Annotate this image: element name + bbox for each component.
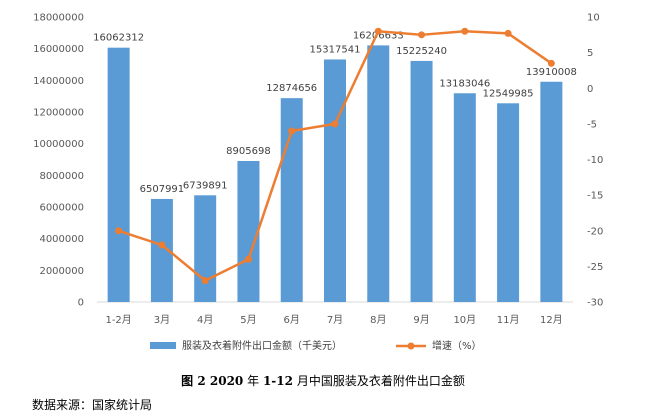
left-tick-label: 4000000 xyxy=(39,234,84,245)
caption-title-rest: 月中国服装及衣着附件出口金额 xyxy=(296,374,465,388)
bar xyxy=(194,195,217,302)
x-tick-label: 10月 xyxy=(453,314,476,326)
growth-point xyxy=(115,227,123,235)
legend-line-label: 增速（%） xyxy=(432,339,482,352)
bar xyxy=(107,47,130,303)
growth-point xyxy=(374,27,382,35)
x-tick-label: 8月 xyxy=(370,314,386,326)
caption-range: 1-12 xyxy=(262,374,293,388)
combo-chart: 0 2000000 4000000 6000000 8000000 10000000 120… xyxy=(33,13,603,353)
growth-point xyxy=(201,277,209,285)
legend-line-marker xyxy=(407,342,415,350)
left-tick-label: 6000000 xyxy=(39,203,84,214)
x-tick-label: 12月 xyxy=(540,314,563,326)
left-tick-label: 10000000 xyxy=(33,139,84,150)
right-tick-label: -30 xyxy=(587,298,603,309)
x-tick-label: 6月 xyxy=(284,314,300,326)
growth-point xyxy=(288,127,296,135)
legend-bar-swatch xyxy=(150,342,176,349)
bar-series xyxy=(107,45,563,303)
x-axis: 1-2月 3月 4月 5月 6月 7月 8月 9月 10月 11月 12月 xyxy=(105,314,562,326)
bar xyxy=(237,160,260,302)
growth-point xyxy=(158,241,166,249)
data-source-note: 数据来源：国家统计局 xyxy=(32,398,153,412)
growth-point xyxy=(418,31,426,39)
right-tick-label: -15 xyxy=(587,191,603,202)
bar-data-label: 6739891 xyxy=(183,180,228,191)
growth-point xyxy=(461,27,469,35)
right-axis: -30 -25 -20 -15 -10 -5 0 5 10 xyxy=(587,13,603,309)
right-tick-label: -5 xyxy=(587,119,597,130)
left-tick-label: 8000000 xyxy=(39,171,84,182)
x-tick-label: 11月 xyxy=(497,314,520,326)
right-tick-label: 5 xyxy=(587,48,593,59)
bar xyxy=(324,59,346,303)
figure-caption: 图 2 2020 年 1-12 月中国服装及衣着附件出口金额 xyxy=(0,372,646,389)
right-tick-label: -25 xyxy=(587,262,603,273)
growth-point xyxy=(504,29,512,37)
x-tick-label: 7月 xyxy=(327,314,343,326)
left-tick-label: 16000000 xyxy=(33,44,84,55)
legend: 服装及衣着附件出口金额（千美元） 增速（%） xyxy=(150,339,482,352)
growth-point xyxy=(331,120,339,128)
bar xyxy=(453,93,476,303)
left-tick-label: 14000000 xyxy=(33,76,84,87)
left-tick-label: 2000000 xyxy=(39,266,84,277)
right-tick-label: -10 xyxy=(587,155,603,166)
legend-bar-label: 服装及衣着附件出口金额（千美元） xyxy=(182,339,342,352)
caption-figure-no: 图 2 2020 xyxy=(181,374,244,388)
left-axis: 0 2000000 4000000 6000000 8000000 10000000 120… xyxy=(33,13,84,309)
bar-data-label: 15317541 xyxy=(310,44,361,55)
x-tick-label: 9月 xyxy=(413,314,429,326)
right-tick-label: -20 xyxy=(587,226,603,237)
x-tick-label: 4月 xyxy=(197,314,213,326)
bar-data-label: 15225240 xyxy=(396,46,447,57)
left-tick-label: 0 xyxy=(78,298,84,309)
right-tick-label: 0 xyxy=(587,84,593,95)
bar-data-label: 12874656 xyxy=(266,83,317,94)
x-tick-label: 5月 xyxy=(240,314,256,326)
bar xyxy=(367,45,390,302)
growth-point xyxy=(547,59,555,67)
growth-point xyxy=(244,255,252,263)
right-tick-label: 10 xyxy=(587,13,600,24)
bar xyxy=(497,103,520,302)
bar-data-label: 13183046 xyxy=(439,78,490,89)
bar-data-label: 13910008 xyxy=(526,67,577,78)
x-tick-label: 3月 xyxy=(154,314,170,326)
bar-data-label: 8905698 xyxy=(226,146,271,157)
bar xyxy=(540,81,563,302)
bar xyxy=(150,198,173,302)
left-tick-label: 18000000 xyxy=(33,13,84,24)
bar-data-label: 6507991 xyxy=(140,184,185,195)
bar xyxy=(410,60,433,302)
line-series xyxy=(115,27,555,285)
caption-year-suffix: 年 xyxy=(247,374,260,388)
left-tick-label: 12000000 xyxy=(33,108,84,119)
bar-data-label: 16062312 xyxy=(93,33,144,44)
x-tick-label: 1-2月 xyxy=(105,314,131,326)
bar-data-label: 16206633 xyxy=(353,30,404,41)
bar-data-label: 12549985 xyxy=(483,88,534,99)
